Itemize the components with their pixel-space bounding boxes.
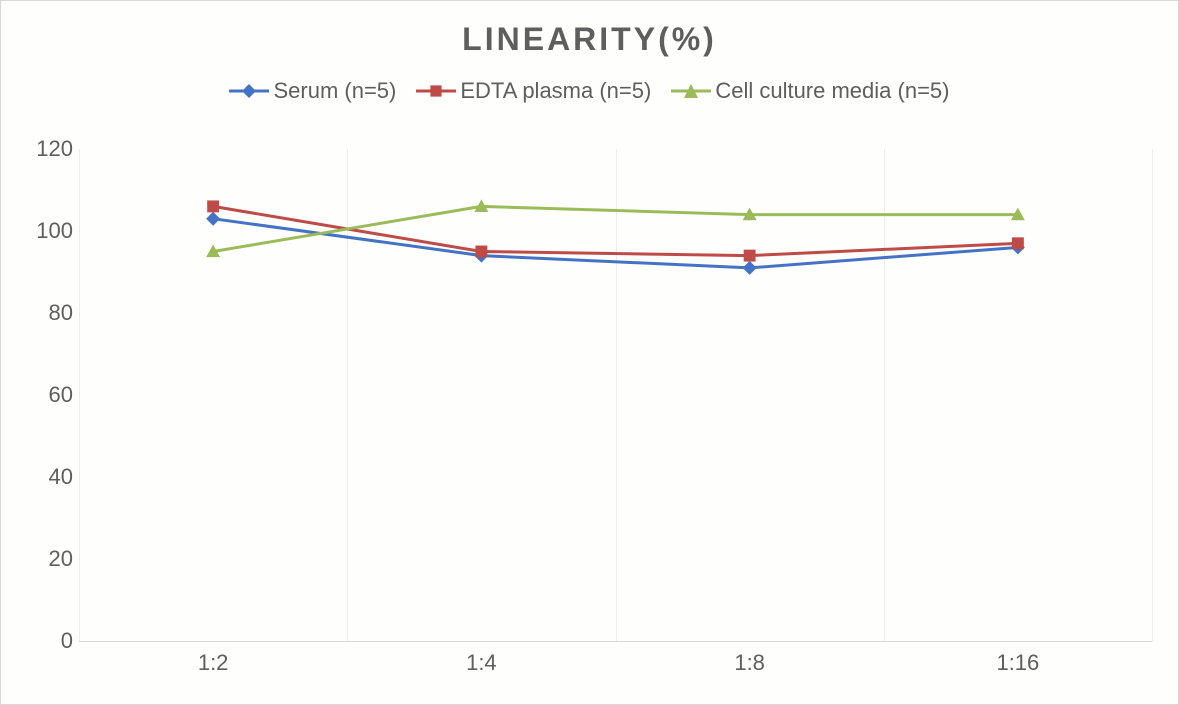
legend-label: Cell culture media (n=5): [715, 78, 949, 104]
legend-swatch: [416, 83, 456, 99]
chart-legend: Serum (n=5) EDTA plasma (n=5) Cell culture…: [1, 64, 1178, 114]
legend-item: Cell culture media (n=5): [671, 78, 949, 104]
square-marker-icon: [475, 246, 487, 258]
y-tick-label: 0: [61, 628, 73, 654]
y-tick-label: 100: [36, 218, 73, 244]
diamond-marker-icon: [743, 261, 757, 275]
square-marker-icon: [1012, 237, 1024, 249]
x-tick-label: 1:4: [466, 650, 497, 676]
y-tick-label: 60: [49, 382, 73, 408]
x-tick-label: 1:8: [734, 650, 765, 676]
linearity-chart: LINEARITY(%) Serum (n=5) EDTA plasma (n=5…: [0, 0, 1179, 705]
x-tick-label: 1:2: [198, 650, 229, 676]
y-tick-label: 40: [49, 464, 73, 490]
y-tick-label: 80: [49, 300, 73, 326]
legend-label: Serum (n=5): [273, 78, 396, 104]
plot-area: [79, 149, 1152, 642]
x-axis: 1:2 1:4 1:8 1:16: [79, 644, 1152, 684]
vertical-gridline: [1152, 149, 1153, 641]
legend-label: EDTA plasma (n=5): [460, 78, 651, 104]
chart-title: LINEARITY(%): [1, 1, 1178, 64]
plot-wrap: 020406080100120 1:21:41:81:16: [21, 149, 1158, 684]
square-marker-icon: [207, 200, 219, 212]
legend-item: Serum (n=5): [229, 78, 396, 104]
x-tick-label: 1:16: [996, 650, 1039, 676]
legend-swatch: [229, 83, 269, 99]
series-line: [213, 206, 1018, 251]
legend-swatch: [671, 83, 711, 99]
square-marker-icon: [744, 250, 756, 262]
y-tick-label: 20: [49, 546, 73, 572]
chart-lines-svg: [79, 149, 1152, 641]
y-axis: 020406080100120: [21, 149, 79, 642]
diamond-marker-icon: [206, 212, 220, 226]
legend-item: EDTA plasma (n=5): [416, 78, 651, 104]
y-tick-label: 120: [36, 136, 73, 162]
